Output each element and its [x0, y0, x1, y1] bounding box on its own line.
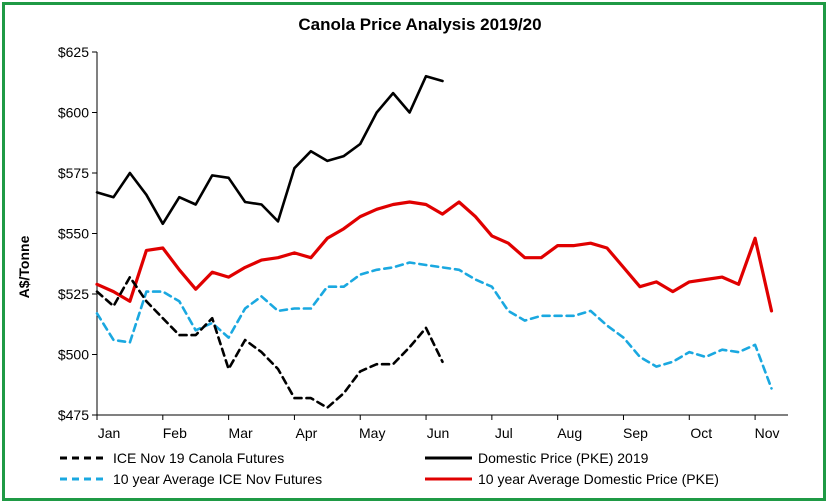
- legend-label: Domestic Price (PKE) 2019: [478, 450, 649, 466]
- y-tick-label: $600: [58, 105, 89, 121]
- legend-label: ICE Nov 19 Canola Futures: [113, 450, 284, 466]
- y-tick-label: $475: [58, 407, 89, 423]
- legend-label: 10 year Average Domestic Price (PKE): [478, 471, 719, 487]
- y-tick-label: $525: [58, 286, 89, 302]
- x-tick-label: Oct: [690, 425, 712, 441]
- x-tick-label: Aug: [557, 425, 582, 441]
- x-tick-label: Mar: [229, 425, 253, 441]
- x-tick-label: Nov: [755, 425, 780, 441]
- x-tick-label: Jan: [98, 425, 121, 441]
- y-tick-label: $625: [58, 44, 89, 60]
- y-tick-label: $575: [58, 165, 89, 181]
- series-line-1: [95, 74, 444, 226]
- x-tick-label: Sep: [623, 425, 648, 441]
- y-tick-label: $550: [58, 226, 89, 242]
- series-line-3: [95, 200, 774, 313]
- x-tick-label: Jul: [495, 425, 513, 441]
- x-tick-label: Apr: [296, 425, 318, 441]
- y-axis-label: A$/Tonne: [16, 235, 32, 298]
- x-tick-label: May: [359, 425, 385, 441]
- series-layer: [95, 74, 774, 410]
- legend-label: 10 year Average ICE Nov Futures: [113, 471, 322, 487]
- series-line-0: [95, 275, 444, 410]
- legend: ICE Nov 19 Canola Futures Domestic Price …: [60, 450, 719, 487]
- y-tick-label: $500: [58, 347, 89, 363]
- chart-title: Canola Price Analysis 2019/20: [298, 15, 541, 34]
- axes: $475 $500 $525 $550 $575 $600 $625 Jan Feb Mar Apr…: [58, 44, 788, 441]
- x-tick-label: Jun: [427, 425, 450, 441]
- series-line-2: [95, 261, 773, 390]
- x-tick-label: Feb: [163, 425, 187, 441]
- line-chart: Canola Price Analysis 2019/20 A$/Tonne $…: [16, 15, 788, 487]
